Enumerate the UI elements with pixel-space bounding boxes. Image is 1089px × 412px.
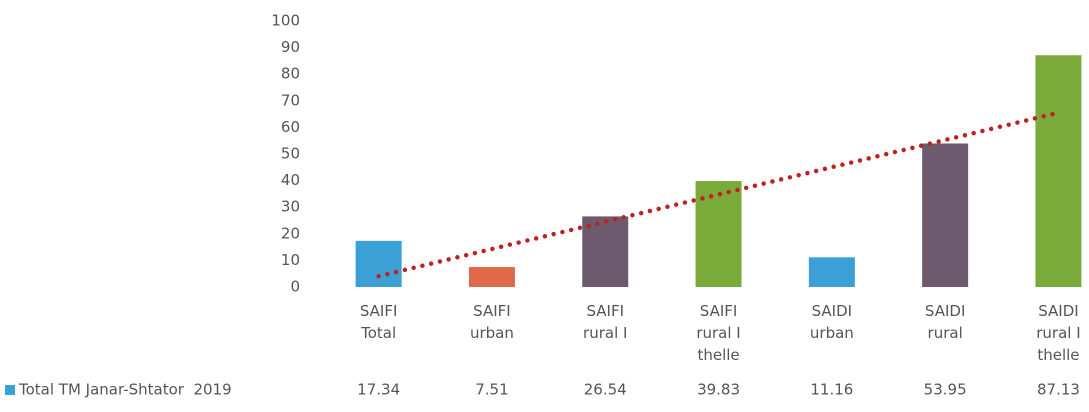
y-tick-label: 50 xyxy=(281,145,300,163)
legend-label: Total TM Janar-Shtator 2019 xyxy=(18,381,232,399)
y-tick-label: 80 xyxy=(281,65,300,83)
bar xyxy=(808,257,855,287)
table-value: 11.16 xyxy=(810,381,853,399)
bar xyxy=(582,216,629,287)
x-tick-label: SAIDI rural xyxy=(924,302,966,342)
table-value: 87.13 xyxy=(1037,381,1080,399)
legend-swatch xyxy=(5,385,15,395)
x-tick-label: SAIDI urban xyxy=(809,302,854,342)
y-tick-label: 30 xyxy=(281,198,300,216)
y-tick-label: 10 xyxy=(281,251,300,269)
table-value: 17.34 xyxy=(357,381,400,399)
table-value: 39.83 xyxy=(697,381,740,399)
x-tick-label: SAIFI rural I thelle xyxy=(696,302,741,364)
y-tick-label: 70 xyxy=(281,91,300,109)
x-tick-label: SAIFI urban xyxy=(469,302,514,342)
bar xyxy=(922,143,969,287)
y-tick-label: 0 xyxy=(290,278,300,296)
bar xyxy=(355,240,402,287)
table-value: 7.51 xyxy=(475,381,508,399)
bar xyxy=(468,267,515,287)
y-tick-label: 60 xyxy=(281,118,300,136)
trendline xyxy=(376,110,1061,279)
x-tick-label: SAIDI rural I thelle xyxy=(1036,302,1081,364)
y-tick-label: 20 xyxy=(281,224,300,242)
y-tick-label: 40 xyxy=(281,171,300,189)
y-tick-label: 90 xyxy=(281,38,300,56)
table-value: 53.95 xyxy=(924,381,967,399)
y-tick-label: 100 xyxy=(271,12,300,30)
x-tick-label: SAIFI Total xyxy=(359,302,398,342)
x-tick-label: SAIFI rural I xyxy=(583,302,628,342)
table-value: 26.54 xyxy=(584,381,627,399)
bar xyxy=(1035,55,1082,288)
